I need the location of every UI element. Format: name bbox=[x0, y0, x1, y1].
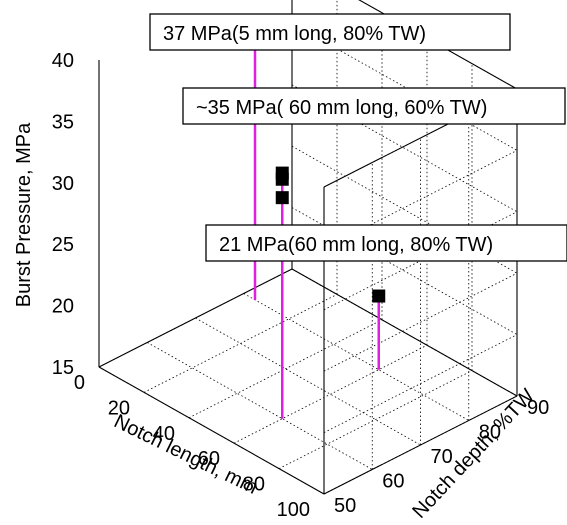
callout-box bbox=[149, 13, 511, 51]
y-tick-label: 80 bbox=[479, 422, 501, 444]
callout-2: ~35 MPa( 60 mm long, 60% TW) bbox=[182, 87, 566, 125]
axis-edge bbox=[323, 395, 518, 495]
data-point bbox=[372, 289, 386, 303]
y-tick-label: 60 bbox=[382, 471, 404, 493]
x-axis-title: Notch length, mm bbox=[110, 410, 261, 498]
floor-grid-line bbox=[188, 319, 383, 419]
axis-edge bbox=[291, 268, 518, 397]
x-tick-label: 20 bbox=[108, 397, 130, 419]
callout-text: ~35 MPa( 60 mm long, 60% TW) bbox=[196, 97, 487, 119]
tick-labels: 15 20 25 30 35 40 0 20 40 60 80 100 50 60 70 80 90 bbox=[52, 50, 550, 521]
x-tick-label: 80 bbox=[243, 474, 265, 496]
z-axis-title: Burst Pressure, MPa bbox=[13, 122, 35, 307]
y-tick-label: 70 bbox=[431, 446, 453, 468]
floor-grid-line bbox=[233, 344, 428, 444]
z-tick-label: 20 bbox=[52, 296, 74, 318]
x-tick-label: 0 bbox=[74, 372, 85, 394]
floor-grid-line bbox=[278, 370, 473, 469]
wall-grid-line bbox=[291, 84, 518, 213]
axis-edge bbox=[98, 366, 325, 495]
x-tick-label: 100 bbox=[277, 499, 310, 521]
z-tick-label: 40 bbox=[52, 50, 74, 72]
wall-grid-line bbox=[323, 334, 518, 433]
floor-grid-line bbox=[143, 294, 338, 393]
axis-edge bbox=[98, 268, 293, 368]
z-tick-label: 25 bbox=[52, 234, 74, 256]
wall-grid-line bbox=[291, 23, 518, 151]
callout-text: 21 MPa(60 mm long, 80% TW) bbox=[219, 234, 493, 256]
wall-grid-line bbox=[291, 145, 518, 274]
y-tick-label: 50 bbox=[334, 495, 356, 517]
callouts: 37 MPa(5 mm long, 80% TW) ~35 MPa( 60 mm … bbox=[149, 13, 567, 262]
x-tick-label: 40 bbox=[153, 423, 175, 445]
callout-box bbox=[205, 224, 567, 262]
callout-1: 37 MPa(5 mm long, 80% TW) bbox=[149, 13, 511, 51]
floor-grid-line bbox=[195, 317, 421, 446]
wall-grid-line bbox=[291, 207, 518, 335]
wall-grid-line bbox=[323, 272, 518, 372]
callout-text: 37 MPa(5 mm long, 80% TW) bbox=[163, 23, 426, 45]
z-tick-label: 35 bbox=[52, 111, 74, 133]
axis-frame bbox=[98, 0, 518, 495]
floor-grid-line bbox=[147, 342, 373, 470]
y-axis-title: Notch depth, %TW bbox=[408, 385, 539, 523]
y-tick-label: 90 bbox=[527, 397, 549, 419]
callout-3: 21 MPa(60 mm long, 80% TW) bbox=[205, 224, 567, 262]
floor-grid-line bbox=[243, 293, 469, 421]
z-tick-label: 15 bbox=[52, 357, 74, 379]
data-point bbox=[275, 191, 289, 205]
z-tick-label: 30 bbox=[52, 173, 74, 195]
data-point bbox=[275, 172, 289, 186]
callout-box bbox=[182, 87, 566, 125]
x-tick-label: 60 bbox=[198, 448, 220, 470]
